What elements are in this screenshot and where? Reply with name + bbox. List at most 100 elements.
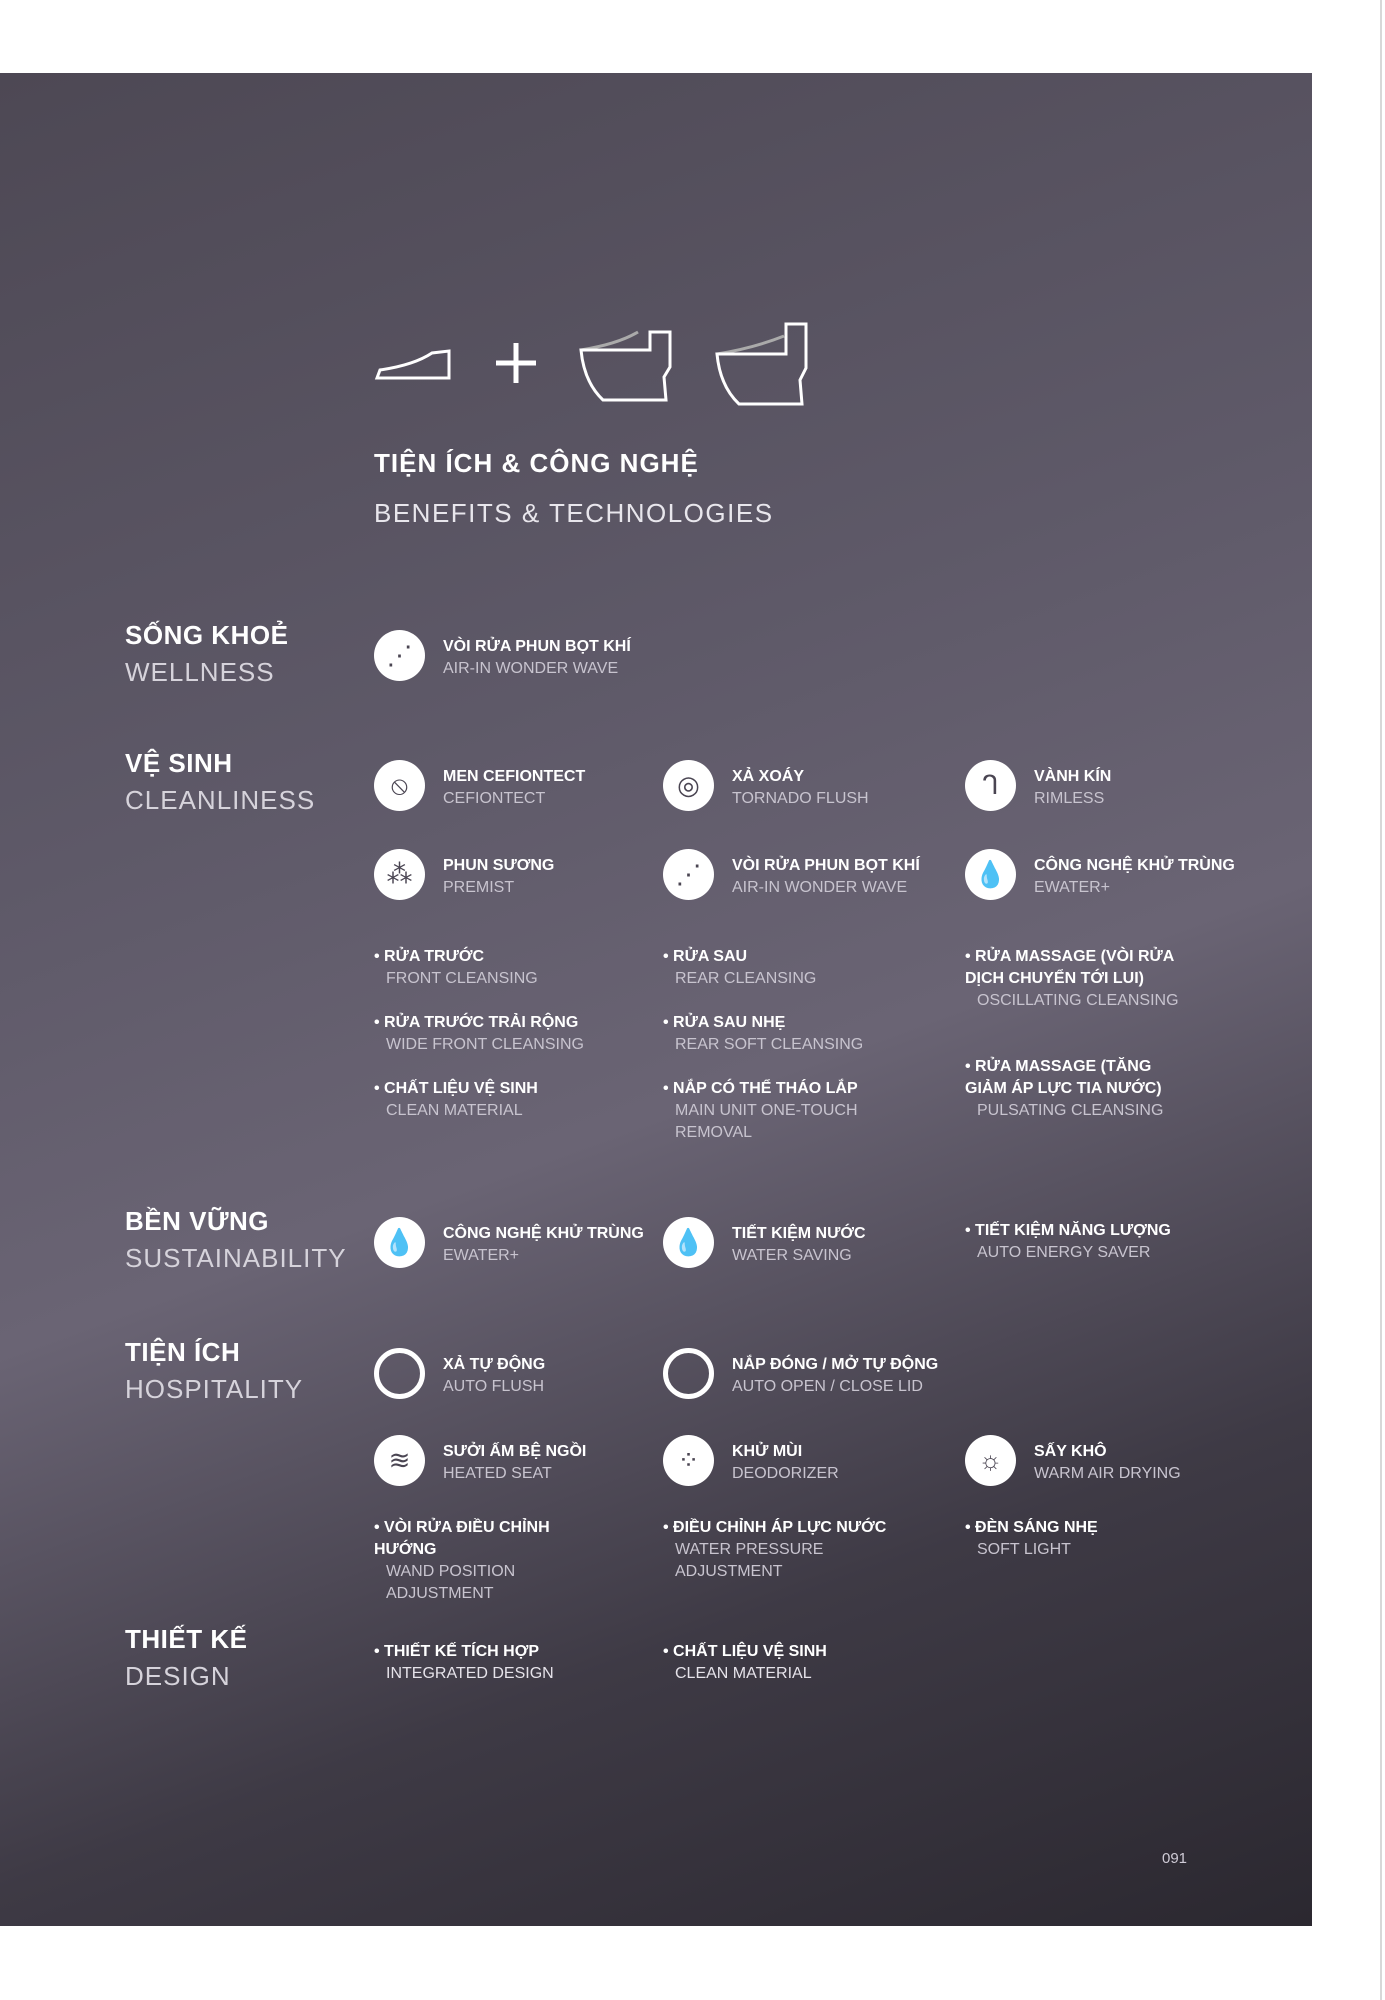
bullet-item: • VÒI RỬA ĐIỀU CHỈNH HƯỚNG WAND POSITION… — [374, 1517, 604, 1605]
section-heading: TIỆN ÍCH HOSPITALITY — [125, 1337, 303, 1405]
section-heading: VỆ SINH CLEANLINESS — [125, 748, 315, 816]
page-subtitle: BENEFITS & TECHNOLOGIES — [374, 498, 774, 528]
feature-item: 💧 TIẾT KIỆM NƯỚC WATER SAVING — [663, 1217, 942, 1268]
toilet-with-tank-icon — [715, 322, 808, 406]
feature-item: ◎ XẢ XOÁY TORNADO FLUSH — [663, 760, 942, 811]
section-title-vi: TIỆN ÍCH — [125, 1337, 241, 1367]
feature-label-en: WARM AIR DRYING — [1034, 1465, 1181, 1482]
ewater-drop-icon: 💧 — [374, 1217, 425, 1268]
bullet-label-en: PULSATING CLEANSING — [977, 1102, 1164, 1119]
feature-item: ⋰ VÒI RỬA PHUN BỌT KHÍ AIR-IN WONDER WAV… — [663, 849, 942, 900]
rimless-icon: ᒉ — [965, 760, 1016, 811]
section-title-en: CLEANLINESS — [125, 785, 316, 815]
bullet-label-en: MAIN UNIT ONE-TOUCH REMOVAL — [675, 1102, 858, 1141]
bullet-label-vi: RỬA MASSAGE (TĂNG GIẢM ÁP LỰC TIA NƯỚC) — [965, 1058, 1162, 1097]
section-title-en: WELLNESS — [125, 657, 275, 687]
bullet-label-vi: RỬA SAU NHẸ — [673, 1014, 786, 1031]
bullet-label-vi: VÒI RỬA ĐIỀU CHỈNH HƯỚNG — [374, 1519, 550, 1558]
feature-label-en: AIR-IN WONDER WAVE — [732, 879, 908, 896]
section-heading: SỐNG KHOẺ WELLNESS — [125, 620, 288, 688]
background-panel — [0, 73, 1312, 1926]
page-number: 091 — [1162, 1850, 1188, 1867]
feature-label-vi: CÔNG NGHỆ KHỬ TRÙNG — [1034, 857, 1235, 874]
feature-label-vi: XẢ XOÁY — [732, 768, 805, 785]
feature-item: ⁂ PHUN SƯƠNG PREMIST — [374, 849, 653, 900]
heated-seat-icon: ≋ — [374, 1435, 425, 1486]
feature-item: NẮP ĐÓNG / MỞ TỰ ĐỘNG AUTO OPEN / CLOSE … — [663, 1348, 942, 1399]
section-heading: THIẾT KẾ DESIGN — [125, 1624, 247, 1692]
page-edge — [1380, 0, 1382, 2000]
feature-label-vi: XẢ TỰ ĐỘNG — [443, 1356, 546, 1373]
feature-label-vi: NẮP ĐÓNG / MỞ TỰ ĐỘNG — [732, 1356, 939, 1373]
bullet-label-vi: TIẾT KIỆM NĂNG LƯỢNG — [975, 1222, 1171, 1239]
bullet-label-vi: ĐÈN SÁNG NHẸ — [975, 1519, 1098, 1536]
one-piece-toilet-icon — [579, 330, 672, 402]
feature-label-vi: PHUN SƯƠNG — [443, 857, 555, 874]
section-title-vi: THIẾT KẾ — [125, 1624, 248, 1654]
feature-label-vi: CÔNG NGHỆ KHỬ TRÙNG — [443, 1225, 644, 1242]
feature-item: ᒉ VÀNH KÍN RIMLESS — [965, 760, 1244, 811]
feature-label-en: PREMIST — [443, 879, 515, 896]
bullet-label-vi: THIẾT KẾ TÍCH HỢP — [384, 1643, 540, 1660]
bullet-item: • CHẤT LIỆU VỆ SINH CLEAN MATERIAL — [374, 1078, 604, 1122]
feature-item: ⁘ KHỬ MÙI DEODORIZER — [663, 1435, 942, 1486]
cefiontect-icon: ⦸ — [374, 760, 425, 811]
plus-icon — [496, 343, 536, 383]
section-heading: BỀN VỮNG SUSTAINABILITY — [125, 1206, 347, 1274]
bullet-label-en: CLEAN MATERIAL — [675, 1665, 812, 1682]
air-in-wonder-wave-icon: ⋰ — [374, 630, 425, 681]
bullet-label-en: CLEAN MATERIAL — [386, 1102, 523, 1119]
feature-label-en: HEATED SEAT — [443, 1465, 552, 1482]
section-title-en: HOSPITALITY — [125, 1374, 304, 1404]
page-title: TIỆN ÍCH & CÔNG NGHỆ — [374, 448, 699, 478]
bullet-label-en: SOFT LIGHT — [977, 1541, 1071, 1558]
bullet-item: • RỬA MASSAGE (VÒI RỬA DỊCH CHUYỂN TỚI L… — [965, 946, 1195, 1012]
bullet-item: • NẮP CÓ THỂ THÁO LẮP MAIN UNIT ONE-TOUC… — [663, 1078, 893, 1144]
bullet-label-vi: RỬA MASSAGE (VÒI RỬA DỊCH CHUYỂN TỚI LUI… — [965, 948, 1174, 987]
bullet-label-en: AUTO ENERGY SAVER — [977, 1244, 1151, 1261]
bullet-label-en: WAND POSITION ADJUSTMENT — [386, 1563, 516, 1602]
section-title-en: SUSTAINABILITY — [125, 1243, 347, 1273]
feature-label-en: AUTO FLUSH — [443, 1378, 545, 1395]
bullet-label-vi: RỬA SAU — [673, 948, 748, 965]
bullet-label-vi: RỬA TRƯỚC — [384, 948, 485, 965]
bullet-label-en: WATER PRESSURE ADJUSTMENT — [675, 1541, 824, 1580]
premist-icon: ⁂ — [374, 849, 425, 900]
auto-flush-icon — [374, 1348, 425, 1399]
bullet-item: • RỬA TRƯỚC TRẢI RỘNG WIDE FRONT CLEANSI… — [374, 1012, 604, 1056]
bullet-item: • ĐÈN SÁNG NHẸ SOFT LIGHT — [965, 1517, 1195, 1561]
auto-lid-icon — [663, 1348, 714, 1399]
air-in-wonder-wave-icon: ⋰ — [663, 849, 714, 900]
washlet-seat-icon — [374, 349, 451, 380]
deodorizer-icon: ⁘ — [663, 1435, 714, 1486]
feature-label-en: WATER SAVING — [732, 1247, 852, 1264]
bullet-item: • ĐIỀU CHỈNH ÁP LỰC NƯỚC WATER PRESSURE … — [663, 1517, 893, 1583]
section-title-vi: VỆ SINH — [125, 748, 233, 778]
feature-item: 💧 CÔNG NGHỆ KHỬ TRÙNG EWATER+ — [374, 1217, 653, 1268]
feature-label-vi: VÒI RỬA PHUN BỌT KHÍ — [443, 638, 631, 655]
water-drop-icon: 💧 — [663, 1217, 714, 1268]
bullet-item: • RỬA SAU REAR CLEANSING — [663, 946, 893, 990]
feature-label-en: DEODORIZER — [732, 1465, 839, 1482]
tornado-flush-icon: ◎ — [663, 760, 714, 811]
feature-item: ≋ SƯỞI ẤM BỆ NGỒI HEATED SEAT — [374, 1435, 653, 1486]
warm-air-drying-icon: ☼ — [965, 1435, 1016, 1486]
bullet-item: • THIẾT KẾ TÍCH HỢP INTEGRATED DESIGN — [374, 1641, 604, 1685]
bullet-label-en: REAR SOFT CLEANSING — [675, 1036, 864, 1053]
bullet-label-vi: NẮP CÓ THỂ THÁO LẮP — [673, 1080, 858, 1097]
feature-label-en: TORNADO FLUSH — [732, 790, 869, 807]
bullet-label-vi: RỬA TRƯỚC TRẢI RỘNG — [384, 1014, 579, 1031]
feature-item: ☼ SẤY KHÔ WARM AIR DRYING — [965, 1435, 1244, 1486]
section-title-vi: BỀN VỮNG — [125, 1206, 270, 1236]
feature-label-en: EWATER+ — [1034, 879, 1111, 896]
feature-item: XẢ TỰ ĐỘNG AUTO FLUSH — [374, 1348, 653, 1399]
bullet-item: • RỬA TRƯỚC FRONT CLEANSING — [374, 946, 604, 990]
bullet-item: • RỬA SAU NHẸ REAR SOFT CLEANSING — [663, 1012, 893, 1056]
bullet-label-vi: CHẤT LIỆU VỆ SINH — [384, 1080, 538, 1097]
bullet-label-en: REAR CLEANSING — [675, 970, 817, 987]
bullet-label-en: OSCILLATING CLEANSING — [977, 992, 1179, 1009]
feature-label-vi: SẤY KHÔ — [1034, 1443, 1107, 1460]
ewater-drop-icon: 💧 — [965, 849, 1016, 900]
feature-label-vi: SƯỞI ẤM BỆ NGỒI — [443, 1443, 587, 1460]
feature-item: 💧 CÔNG NGHỆ KHỬ TRÙNG EWATER+ — [965, 849, 1244, 900]
